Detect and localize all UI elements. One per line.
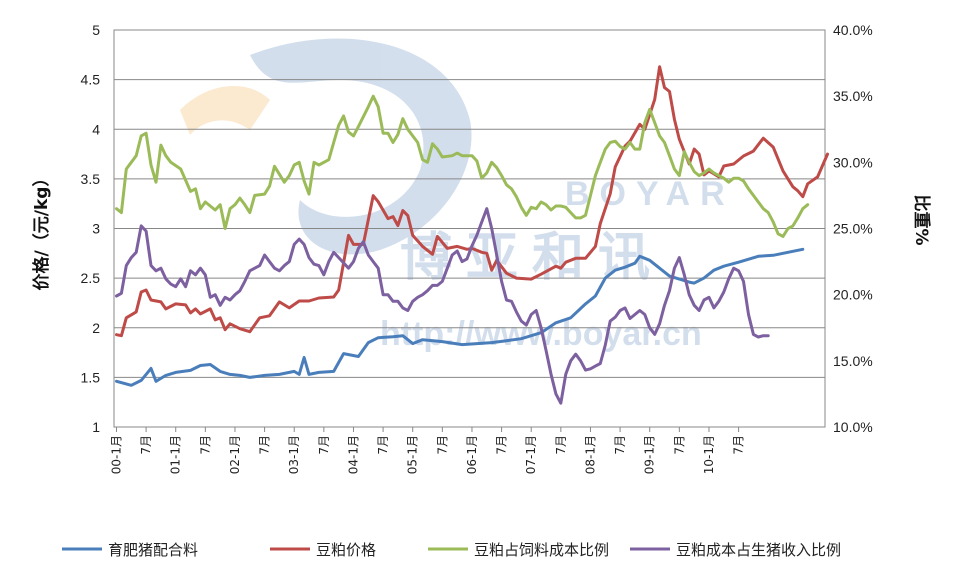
y-left-tick-label: 4 <box>92 121 100 137</box>
x-tick-label: 7月 <box>732 435 746 455</box>
x-tick-label: 04-1月 <box>346 435 360 474</box>
y-left-tick-label: 5 <box>92 22 100 38</box>
x-tick-label: 7月 <box>198 435 212 455</box>
series-line-1 <box>115 247 805 387</box>
watermark-swoosh-shape <box>250 38 472 255</box>
y-right-tick-label: 40.0% <box>833 22 873 38</box>
y-right-tick-label: 15.0% <box>833 353 873 369</box>
legend: 育肥猪配合料 豆粕价格 豆粕占饲料成本比例 豆粕成本占生猪收入比例 <box>62 541 841 559</box>
x-tick-label: 02-1月 <box>228 435 242 474</box>
plot-frame <box>113 29 826 428</box>
series-lines <box>115 65 829 405</box>
y-left-tick-label: 3.5 <box>81 171 101 187</box>
x-tick-label: 09-1月 <box>643 435 657 474</box>
gridlines <box>114 79 825 378</box>
series-line-3 <box>115 94 810 238</box>
x-tick-label: 7月 <box>139 435 153 455</box>
legend-label: 豆粕成本占生猪收入比例 <box>676 541 841 559</box>
x-tick-label: 7月 <box>435 435 449 455</box>
x-tick-label: 7月 <box>317 435 331 455</box>
y-axis-left-label: 价格/（元/kg） <box>31 170 52 291</box>
legend-label: 豆粕价格 <box>316 541 376 559</box>
y-axis-right-ticks: 10.0% 15.0% 20.0% 25.0% 30.0% 35.0% 40.0% <box>833 22 873 435</box>
y-axis-right-label: 比重% <box>911 194 932 245</box>
y-right-tick-label: 10.0% <box>833 419 873 435</box>
x-tick-label: 7月 <box>672 435 686 455</box>
y-left-tick-label: 4.5 <box>81 72 101 88</box>
x-tick-label: 07-1月 <box>524 435 538 474</box>
x-tick-label: 7月 <box>376 435 390 455</box>
legend-label: 豆粕占饲料成本比例 <box>474 541 609 559</box>
x-tick-label: 00-1月 <box>109 435 123 474</box>
y-left-tick-label: 3 <box>92 221 100 237</box>
y-left-tick-label: 1.5 <box>81 369 101 385</box>
x-tick-label: 7月 <box>613 435 627 455</box>
watermark-accent-shape <box>180 86 270 135</box>
x-tick-label: 03-1月 <box>287 435 301 474</box>
y-axis-left-ticks: 1 1.5 2 2.5 3 3.5 4 4.5 5 <box>81 22 101 435</box>
x-tick-label: 7月 <box>495 435 509 455</box>
y-left-tick-label: 1 <box>92 419 100 435</box>
y-right-tick-label: 25.0% <box>833 221 873 237</box>
x-tick-label: 7月 <box>258 435 272 455</box>
x-tick-label: 08-1月 <box>583 435 597 474</box>
y-right-tick-label: 35.0% <box>833 88 873 104</box>
x-axis-ticks: 00-1月 7月 01-1月 7月 02-1月 7月 03-1月 7月 04-1月 7月 05-1月… <box>109 427 746 474</box>
y-right-tick-label: 20.0% <box>833 287 873 303</box>
y-right-tick-label: 30.0% <box>833 154 873 170</box>
x-tick-label: 01-1月 <box>169 435 183 474</box>
series-line-4 <box>115 207 770 405</box>
x-tick-label: 10-1月 <box>702 435 716 474</box>
x-tick-label: 05-1月 <box>406 435 420 474</box>
x-tick-label: 7月 <box>554 435 568 455</box>
x-tick-label: 06-1月 <box>465 435 479 474</box>
y-left-tick-label: 2 <box>92 320 100 336</box>
y-left-tick-label: 2.5 <box>81 270 101 286</box>
legend-label: 育肥猪配合料 <box>108 541 198 559</box>
